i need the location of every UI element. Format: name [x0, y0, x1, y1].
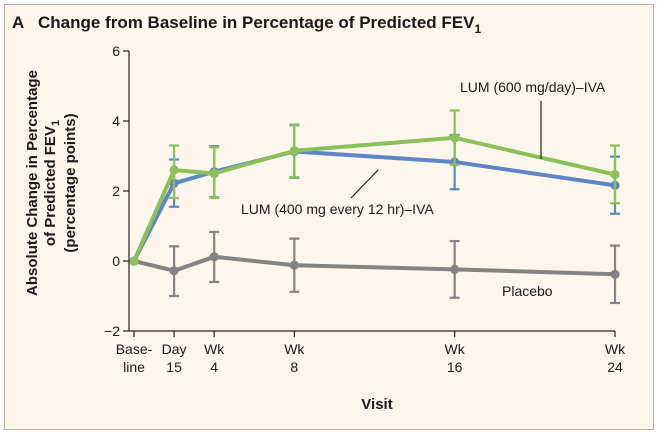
data-point [289, 260, 299, 270]
data-point [610, 269, 620, 279]
x-tick-label: Base- [116, 341, 153, 357]
series-group [129, 109, 620, 305]
x-tick-label: 24 [607, 359, 623, 375]
x-tick-label: line [123, 359, 145, 375]
data-point [610, 169, 620, 180]
series-0 [129, 109, 620, 266]
x-tick-label: Wk [204, 341, 225, 357]
data-point [169, 165, 179, 175]
y-tick-label: 0 [112, 253, 120, 269]
data-point [450, 133, 460, 143]
y-tick-label: 2 [112, 183, 120, 199]
title-main: Change from Baseline in Percentage of Pr… [38, 13, 475, 32]
chart-panel [4, 4, 654, 430]
series-label: Placebo [502, 283, 553, 299]
x-tick-label: Day [162, 341, 187, 357]
chart-title: A Change from Baseline in Percentage of … [12, 13, 481, 36]
series-label: LUM (600 mg/day)–IVA [460, 79, 606, 95]
data-point [289, 146, 299, 156]
panel-letter: A [12, 13, 24, 32]
x-tick-label: Wk [605, 341, 626, 357]
data-point [209, 252, 219, 262]
x-tick-label: Wk [445, 341, 466, 357]
series-line [133, 254, 616, 277]
y-tick-label: 4 [112, 113, 120, 129]
data-point [169, 266, 179, 276]
y-axis-title-line2-main: of Predicted FEV [42, 126, 59, 246]
x-tick-label: 15 [166, 359, 182, 375]
x-tick-label: Wk [284, 341, 305, 357]
y-axis-title-line3: (percentage points) [62, 113, 79, 252]
y-axis-title: Absolute Change in Percentage of Predict… [24, 70, 79, 296]
y-tick-label: −2 [104, 323, 120, 339]
data-point [129, 256, 139, 266]
title-subscript: 1 [474, 22, 481, 36]
data-point [450, 264, 460, 274]
data-point [209, 168, 219, 179]
y-tick-label: 6 [112, 43, 120, 59]
x-tick-label: 8 [290, 359, 298, 375]
x-tick-label: 16 [447, 359, 463, 375]
y-axis-title-subscript: 1 [50, 120, 62, 126]
series-labels: LUM (600 mg/day)–IVA LUM (400 mg every 12… [241, 79, 606, 299]
x-tick-label: 4 [210, 359, 218, 375]
x-axis-title: Visit [361, 396, 392, 413]
series-line [132, 135, 616, 262]
y-axis-title-line1: Absolute Change in Percentage [24, 70, 41, 296]
series-label: LUM (400 mg every 12 hr)–IVA [241, 201, 434, 217]
y-axis-title-line2: of Predicted FEV1 [42, 120, 62, 246]
chart-title-text: Change from Baseline in Percentage of Pr… [38, 13, 481, 36]
label-leader-line [350, 169, 379, 199]
